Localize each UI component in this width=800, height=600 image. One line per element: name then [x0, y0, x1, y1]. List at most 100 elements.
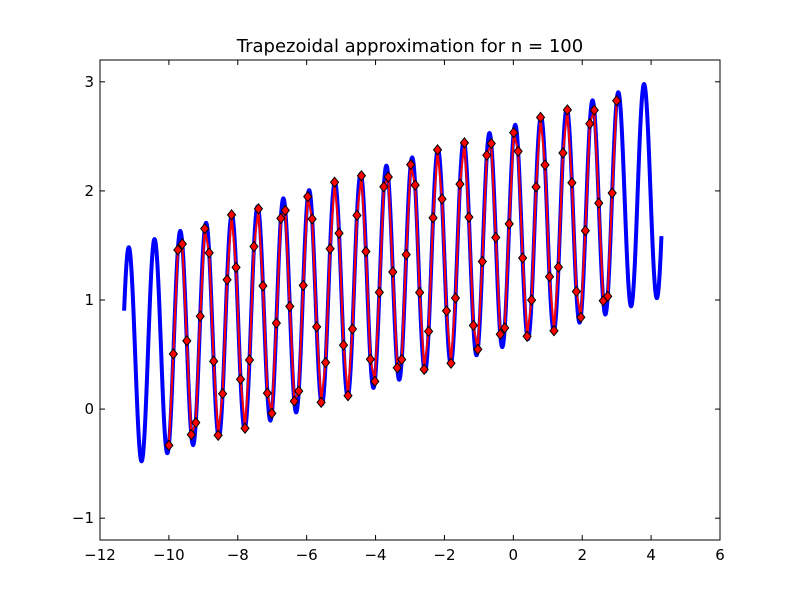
- trapezoid-point: [544, 270, 555, 283]
- trapezoid-point: [244, 354, 255, 366]
- trapezoid-point: [477, 255, 487, 268]
- trapezoid-point: [361, 245, 371, 258]
- trapezoid-point: [334, 227, 344, 240]
- x-tick-label: 6: [715, 546, 725, 564]
- trapezoid-point: [423, 325, 434, 338]
- trapezoid-point: [504, 218, 514, 230]
- trapezoid-point: [352, 209, 362, 222]
- chart-title: Trapezoidal approximation for n = 100: [236, 36, 583, 57]
- trapezoid-point: [571, 285, 582, 298]
- trapezoid-point: [428, 212, 438, 224]
- trapezoid-point: [195, 310, 205, 323]
- plot-area: [122, 82, 664, 464]
- trapezoid-point: [370, 375, 380, 388]
- trapezoid-point: [173, 244, 183, 256]
- trapezoid-point: [406, 158, 416, 171]
- y-tick-label: 0: [84, 400, 94, 418]
- trapezoid-point: [589, 104, 599, 116]
- trapezoid-point: [182, 335, 192, 347]
- x-tick-label: −8: [227, 546, 249, 564]
- trapezoid-point: [437, 193, 447, 205]
- trapezoid-point: [441, 305, 452, 317]
- trapezoid-point: [482, 149, 492, 162]
- trapezoid-point: [298, 279, 308, 292]
- trapezoid-point: [258, 280, 268, 292]
- trapezoid-point: [491, 231, 501, 244]
- trapezoid-point: [526, 294, 537, 306]
- y-tick-label: 2: [84, 182, 94, 200]
- x-tick-label: −2: [433, 546, 455, 564]
- trapezoid-point: [495, 328, 505, 341]
- trapezoid-point: [177, 238, 187, 250]
- trapezoid-point: [392, 361, 402, 374]
- trapezoid-point: [253, 203, 264, 215]
- x-tick-label: −10: [153, 546, 185, 564]
- trapezoid-point: [522, 330, 532, 343]
- trapezoid-point: [200, 222, 210, 235]
- trapezoid-point: [468, 319, 479, 332]
- trapezoid-point: [607, 187, 617, 199]
- trapezoid-point: [558, 147, 568, 159]
- trapezoid-point: [204, 247, 214, 259]
- trapezoid-point: [446, 357, 456, 370]
- trapezoid-point: [213, 429, 223, 442]
- trapezoid-point: [240, 422, 250, 435]
- x-axis: −12 −10 −8 −6 −4 −2 0 2 4 6: [84, 60, 725, 564]
- trapezoid-point: [580, 224, 590, 237]
- trapezoid-point: [585, 117, 595, 130]
- trapezoid-point: [365, 353, 376, 366]
- trapezoid-point: [374, 286, 384, 299]
- trapezoid-point: [289, 395, 299, 408]
- y-tick-label: 1: [84, 291, 94, 309]
- trapezoid-point: [562, 104, 573, 116]
- trapezoid-point: [320, 356, 331, 369]
- trapezoid-point: [531, 181, 541, 193]
- trapezoid-point: [509, 126, 519, 139]
- trapezoid-point: [455, 178, 465, 190]
- trapezoid-point: [379, 180, 389, 193]
- trapezoid-point: [262, 387, 273, 399]
- trapezoid-point: [249, 240, 259, 253]
- y-axis: −1 0 1 2 3: [72, 73, 720, 527]
- trapezoid-point: [186, 428, 196, 441]
- trapezoid-point: [316, 396, 326, 409]
- trapezoid-point: [325, 243, 335, 255]
- trapezoid-point: [338, 339, 349, 351]
- trapezoid-point: [226, 209, 237, 221]
- trapezoid-point: [603, 290, 613, 303]
- trapezoid-point: [576, 311, 586, 324]
- trapezoid-point: [307, 213, 317, 225]
- trapezoid-point: [500, 322, 510, 334]
- trapezoid-point: [383, 171, 393, 183]
- trapezoid-point: [209, 355, 219, 367]
- trapezoid-point: [276, 212, 286, 225]
- trapezoid-point: [271, 317, 281, 329]
- trapezoid-point: [401, 248, 411, 261]
- trapezoid-point: [312, 321, 322, 333]
- trapezoid-point: [419, 363, 429, 376]
- trapezoid-point: [217, 387, 228, 400]
- trapezoid-point: [347, 323, 358, 335]
- trapezoid-point: [464, 211, 474, 223]
- trapezoid-point: [486, 137, 496, 150]
- trapezoid-point: [164, 439, 174, 452]
- trapezoid-point: [450, 292, 461, 304]
- trapezoid-point: [415, 286, 425, 299]
- trapezoid-point: [303, 190, 313, 203]
- trapezoid-point: [612, 94, 622, 107]
- trapezoid-point: [267, 407, 277, 420]
- trapezoid-point: [168, 348, 179, 360]
- trapezoid-point: [410, 179, 420, 191]
- trapezoid-point: [553, 261, 564, 273]
- x-tick-label: 0: [509, 546, 519, 564]
- x-tick-label: −12: [84, 546, 116, 564]
- trapezoid-point: [397, 353, 407, 366]
- trapezoid-point: [540, 159, 550, 171]
- trapezoid-point: [513, 145, 523, 158]
- y-tick-label: 3: [84, 73, 94, 91]
- trapezoid-point: [517, 252, 528, 264]
- x-tick-label: −4: [364, 546, 386, 564]
- trapezoid-point: [567, 176, 577, 189]
